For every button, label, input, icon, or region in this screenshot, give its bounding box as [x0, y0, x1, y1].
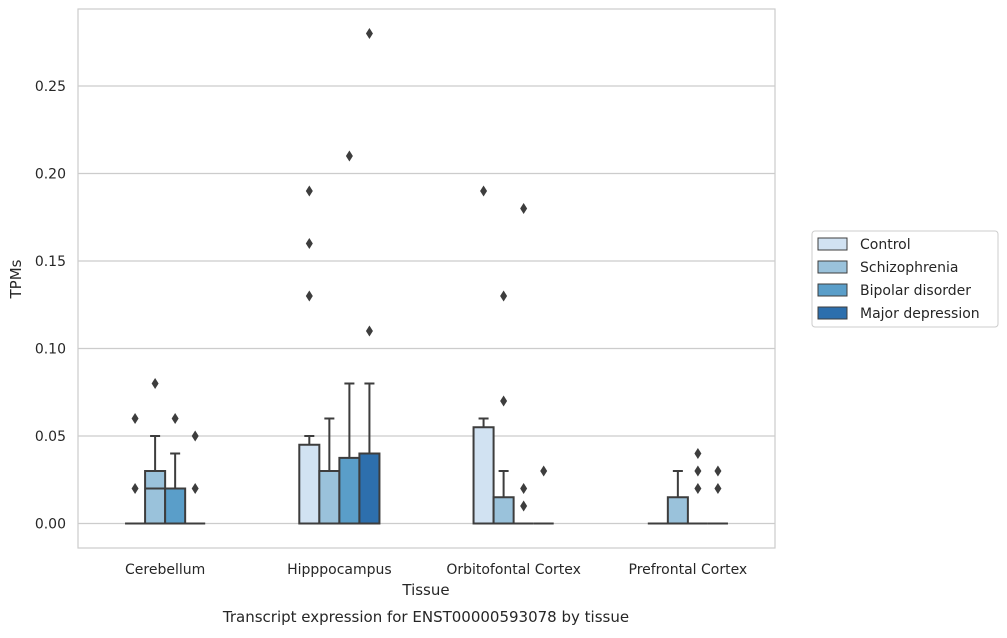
y-tick-label: 0.15	[35, 254, 66, 270]
outlier-point	[694, 483, 702, 494]
legend-frame	[811, 230, 999, 328]
legend-swatch	[817, 237, 848, 251]
box-group	[472, 185, 495, 525]
box-body	[164, 487, 187, 525]
outlier-point	[191, 483, 199, 494]
x-tick-label: Prefrontal Cortex	[629, 562, 748, 578]
legend: Control Schizophrenia Bipolar disorder Majo…	[811, 230, 999, 328]
box-group	[492, 290, 515, 525]
box-body	[358, 452, 381, 525]
outlier-point	[151, 378, 159, 389]
outlier-point	[191, 430, 199, 442]
outlier-point	[305, 290, 313, 302]
y-tick-label: 0.05	[35, 429, 66, 445]
legend-label: Bipolar disorder	[860, 283, 971, 299]
box-body	[298, 443, 321, 525]
box-group	[687, 448, 708, 525]
box-body	[144, 470, 167, 525]
legend-swatch	[817, 260, 848, 274]
legend-label: Major depression	[860, 306, 980, 322]
box-group	[185, 430, 206, 525]
outlier-point	[365, 28, 373, 39]
y-axis-ticks: 0.00 0.05 0.10 0.15 0.20 0.25	[35, 79, 66, 533]
x-tick-label: Hipppocampus	[287, 562, 392, 578]
x-tick-label: Orbitofontal Cortex	[446, 562, 581, 578]
outlier-point	[480, 185, 488, 197]
box-group	[533, 465, 554, 525]
outlier-point	[345, 150, 353, 162]
y-tick-label: 0.25	[35, 79, 66, 95]
box-body	[666, 496, 689, 525]
box-group	[358, 28, 381, 525]
outlier-point	[131, 413, 139, 424]
box-body	[338, 456, 361, 525]
outlier-point	[540, 465, 548, 477]
x-axis-ticks: Cerebellum Hipppocampus Orbitofontal Corte…	[125, 562, 747, 578]
y-tick-label: 0.20	[35, 167, 66, 183]
plot-frame	[77, 8, 776, 549]
grid-lines	[78, 85, 775, 525]
outlier-point	[714, 465, 722, 477]
box-group	[666, 470, 689, 525]
y-axis-label: TPMs	[7, 259, 25, 299]
legend-swatch	[817, 283, 848, 297]
box-body	[472, 426, 495, 525]
box-group	[318, 417, 341, 525]
outlier-point	[131, 483, 139, 494]
outlier-point	[520, 483, 528, 494]
outlier-point	[365, 325, 373, 337]
x-tick-label: Cerebellum	[125, 562, 205, 578]
outlier-point	[520, 203, 528, 214]
outlier-point	[714, 483, 722, 494]
box-group	[707, 465, 728, 525]
chart-caption: Transcript expression for ENST0000059307…	[222, 608, 629, 626]
x-axis-label: Tissue	[401, 581, 449, 599]
box-group	[513, 203, 534, 525]
box-group	[338, 150, 361, 525]
outlier-point	[305, 238, 313, 249]
box-body	[492, 496, 515, 525]
box-body	[318, 470, 341, 525]
outlier-point	[694, 465, 702, 477]
box-group	[298, 185, 321, 525]
outlier-point	[305, 185, 313, 197]
legend-label: Schizophrenia	[860, 260, 958, 276]
outlier-point	[694, 448, 702, 459]
y-tick-label: 0.00	[35, 517, 66, 533]
box-group	[164, 413, 187, 525]
box-group	[144, 378, 167, 525]
outlier-point	[171, 413, 179, 424]
outlier-point	[500, 290, 508, 302]
outlier-point	[520, 500, 528, 512]
y-tick-label: 0.10	[35, 342, 66, 358]
box-plot-marks	[125, 28, 728, 525]
legend-label: Control	[860, 237, 911, 253]
outlier-point	[500, 395, 508, 407]
box-group	[125, 413, 146, 525]
legend-swatch	[817, 306, 848, 320]
